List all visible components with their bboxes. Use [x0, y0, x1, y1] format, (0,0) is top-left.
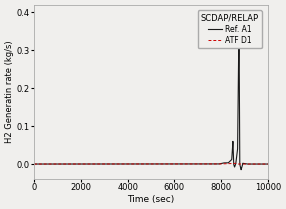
Line: ATF D1: ATF D1	[34, 163, 268, 164]
ATF D1	[33, 163, 37, 165]
ATF D1	[42, 163, 45, 165]
Ref. A1	[266, 163, 270, 165]
Ref. A1	[46, 163, 50, 165]
Ref. A1	[42, 163, 45, 165]
Ref. A1	[237, 19, 241, 22]
Ref. A1	[33, 163, 37, 165]
Ref. A1	[32, 163, 36, 165]
Ref. A1	[78, 163, 82, 165]
ATF D1	[234, 162, 237, 164]
ATF D1	[32, 163, 36, 165]
Line: Ref. A1: Ref. A1	[34, 20, 268, 170]
ATF D1	[78, 163, 82, 165]
Ref. A1	[239, 168, 243, 171]
Ref. A1	[147, 163, 150, 165]
ATF D1	[254, 163, 257, 165]
Legend: Ref. A1, ATF D1: Ref. A1, ATF D1	[198, 10, 262, 48]
ATF D1	[266, 163, 270, 165]
ATF D1	[147, 163, 150, 165]
X-axis label: Time (sec): Time (sec)	[127, 195, 175, 204]
ATF D1	[46, 163, 50, 165]
Ref. A1	[254, 163, 257, 165]
Y-axis label: H2 Generatin rate (kg/s): H2 Generatin rate (kg/s)	[5, 41, 14, 143]
